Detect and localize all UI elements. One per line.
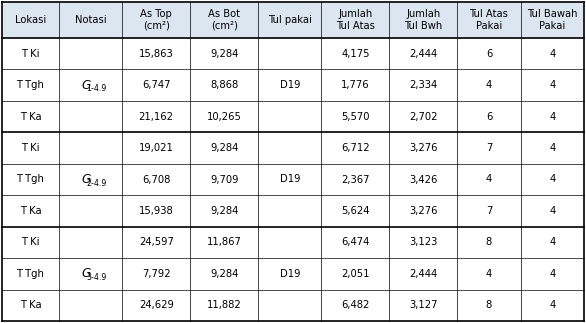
Text: Lokasi: Lokasi xyxy=(15,15,46,25)
Text: D19: D19 xyxy=(280,269,300,279)
Text: 3,276: 3,276 xyxy=(409,206,438,216)
Text: 3,123: 3,123 xyxy=(409,237,438,247)
Text: 19,021: 19,021 xyxy=(139,143,173,153)
Text: 2,444: 2,444 xyxy=(409,269,437,279)
Text: 15,863: 15,863 xyxy=(139,49,173,59)
Text: 7: 7 xyxy=(486,206,492,216)
Text: 4: 4 xyxy=(549,112,556,122)
Text: 2,334: 2,334 xyxy=(409,80,437,90)
Text: 11,867: 11,867 xyxy=(207,237,241,247)
Text: 4,175: 4,175 xyxy=(341,49,370,59)
Text: Notasi: Notasi xyxy=(75,15,107,25)
Text: 2,444: 2,444 xyxy=(409,49,437,59)
Text: 9,284: 9,284 xyxy=(210,49,239,59)
Text: Tul pakai: Tul pakai xyxy=(268,15,312,25)
Text: 4: 4 xyxy=(549,300,556,310)
Text: T Ki: T Ki xyxy=(21,237,40,247)
Text: 2-4.9: 2-4.9 xyxy=(87,179,107,187)
Text: 3,127: 3,127 xyxy=(409,300,438,310)
Text: 4: 4 xyxy=(549,237,556,247)
Text: 6,747: 6,747 xyxy=(142,80,171,90)
Text: T Ka: T Ka xyxy=(20,206,41,216)
Text: 24,597: 24,597 xyxy=(139,237,173,247)
Text: As Top
(cm²): As Top (cm²) xyxy=(141,9,172,31)
Text: 9,284: 9,284 xyxy=(210,269,239,279)
Bar xyxy=(2,2,584,38)
Text: 6: 6 xyxy=(486,112,492,122)
Text: 5,624: 5,624 xyxy=(341,206,370,216)
Text: 15,938: 15,938 xyxy=(139,206,173,216)
Text: 4: 4 xyxy=(486,80,492,90)
Text: G: G xyxy=(82,267,91,280)
Text: 24,629: 24,629 xyxy=(139,300,173,310)
Text: 2,367: 2,367 xyxy=(341,174,370,184)
Text: 4: 4 xyxy=(549,269,556,279)
Text: T Tgh: T Tgh xyxy=(16,80,45,90)
Text: 9,284: 9,284 xyxy=(210,206,239,216)
Text: 7,792: 7,792 xyxy=(142,269,171,279)
Text: 1,776: 1,776 xyxy=(341,80,370,90)
Text: 4: 4 xyxy=(549,49,556,59)
Text: Tul Atas
Pakai: Tul Atas Pakai xyxy=(469,9,509,31)
Text: 21,162: 21,162 xyxy=(139,112,173,122)
Text: 9,709: 9,709 xyxy=(210,174,239,184)
Text: 3,426: 3,426 xyxy=(409,174,438,184)
Text: T Tgh: T Tgh xyxy=(16,269,45,279)
Text: 4: 4 xyxy=(549,143,556,153)
Text: T Tgh: T Tgh xyxy=(16,174,45,184)
Text: 8: 8 xyxy=(486,237,492,247)
Text: 5,570: 5,570 xyxy=(341,112,370,122)
Text: 11,882: 11,882 xyxy=(207,300,241,310)
Text: T Ki: T Ki xyxy=(21,49,40,59)
Text: T Ka: T Ka xyxy=(20,300,41,310)
Text: 4: 4 xyxy=(486,269,492,279)
Text: 6,712: 6,712 xyxy=(341,143,370,153)
Text: 4: 4 xyxy=(549,206,556,216)
Text: 7: 7 xyxy=(486,143,492,153)
Text: 6: 6 xyxy=(486,49,492,59)
Text: Jumlah
Tul Bwh: Jumlah Tul Bwh xyxy=(404,9,442,31)
Text: G: G xyxy=(82,79,91,92)
Text: D19: D19 xyxy=(280,80,300,90)
Text: 1-4.9: 1-4.9 xyxy=(87,84,107,93)
Text: D19: D19 xyxy=(280,174,300,184)
Text: As Bot
(cm²): As Bot (cm²) xyxy=(208,9,240,31)
Text: 2,051: 2,051 xyxy=(341,269,370,279)
Text: 8: 8 xyxy=(486,300,492,310)
Bar xyxy=(2,38,584,321)
Text: 9,284: 9,284 xyxy=(210,143,239,153)
Text: 6,482: 6,482 xyxy=(341,300,370,310)
Text: 3-4.9: 3-4.9 xyxy=(87,273,107,282)
Text: 8,868: 8,868 xyxy=(210,80,239,90)
Text: T Ki: T Ki xyxy=(21,143,40,153)
Text: 3,276: 3,276 xyxy=(409,143,438,153)
Text: 4: 4 xyxy=(549,174,556,184)
Text: Jumlah
Tul Atas: Jumlah Tul Atas xyxy=(336,9,375,31)
Text: 6,474: 6,474 xyxy=(341,237,370,247)
Text: 6,708: 6,708 xyxy=(142,174,171,184)
Text: G: G xyxy=(82,173,91,186)
Text: 2,702: 2,702 xyxy=(409,112,438,122)
Text: 4: 4 xyxy=(549,80,556,90)
Text: Tul Bawah
Pakai: Tul Bawah Pakai xyxy=(527,9,578,31)
Text: T Ka: T Ka xyxy=(20,112,41,122)
Text: 10,265: 10,265 xyxy=(207,112,241,122)
Text: 4: 4 xyxy=(486,174,492,184)
